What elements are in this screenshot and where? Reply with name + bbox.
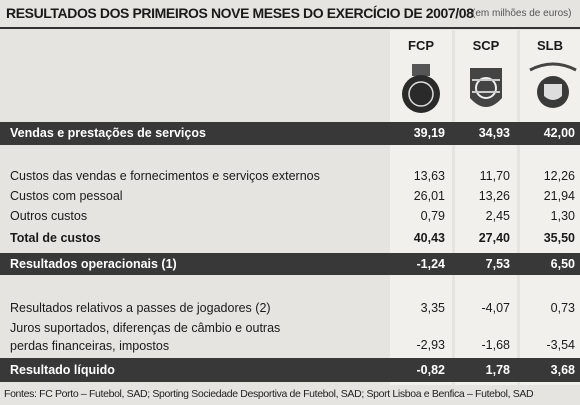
value: 12,26 [543, 168, 575, 183]
value: 26,01 [413, 188, 445, 203]
value: 6,50 [550, 256, 575, 271]
column-header: SLB [537, 38, 563, 53]
value: -0,82 [416, 362, 446, 377]
value: -4,07 [481, 300, 511, 315]
value: 1,78 [485, 362, 510, 377]
value: 39,19 [413, 126, 445, 140]
value: 42,00 [543, 126, 575, 140]
value: 2,45 [485, 208, 510, 223]
value: 21,94 [543, 188, 575, 203]
row-label: Custos das vendas e fornecimentos e serv… [10, 168, 320, 183]
row-label: Resultados operacionais (1) [10, 256, 177, 271]
row-band [0, 122, 580, 145]
value: 0,79 [420, 208, 445, 223]
value: 3,68 [550, 362, 575, 377]
footer: Fontes: FC Porto – Futebol, SAD; Sportin… [4, 388, 534, 400]
value: 7,53 [485, 256, 510, 271]
scp-logo [470, 68, 502, 107]
value: -2,93 [416, 338, 446, 352]
row-label: Resultado líquido [10, 362, 115, 377]
value: 34,93 [478, 126, 510, 140]
row-label: Resultados relativos a passes de jogador… [10, 300, 271, 315]
unit-note: (em milhões de euros) [472, 8, 572, 19]
club-logos [402, 62, 577, 113]
value: 13,26 [478, 188, 510, 203]
value: -1,68 [481, 338, 511, 352]
value: 35,50 [543, 230, 575, 245]
value: 13,63 [413, 168, 445, 183]
fcp-logo [402, 64, 440, 113]
row-label: Outros custos [10, 208, 88, 223]
value: -1,24 [416, 256, 446, 271]
value: 1,30 [550, 208, 575, 223]
value: 27,40 [478, 230, 510, 245]
value: 40,43 [413, 230, 445, 245]
row-band [0, 253, 580, 275]
value: -3,54 [546, 338, 576, 352]
row-band [0, 358, 580, 382]
row-label: Custos com pessoal [10, 188, 123, 203]
row-label: Juros suportados, diferenças de câmbio e… [10, 321, 281, 353]
value: 3,35 [420, 300, 445, 315]
row-label: Total de custos [10, 230, 101, 245]
column-header: SCP [472, 38, 500, 53]
value: 11,70 [479, 168, 510, 183]
row-label: Vendas e prestações de serviços [10, 126, 206, 140]
value: 0,73 [550, 300, 575, 315]
title-rule [0, 27, 580, 29]
column-header: FCP [408, 38, 434, 53]
slb-logo [529, 62, 577, 108]
title: RESULTADOS DOS PRIMEIROS NOVE MESES DO E… [6, 5, 474, 21]
